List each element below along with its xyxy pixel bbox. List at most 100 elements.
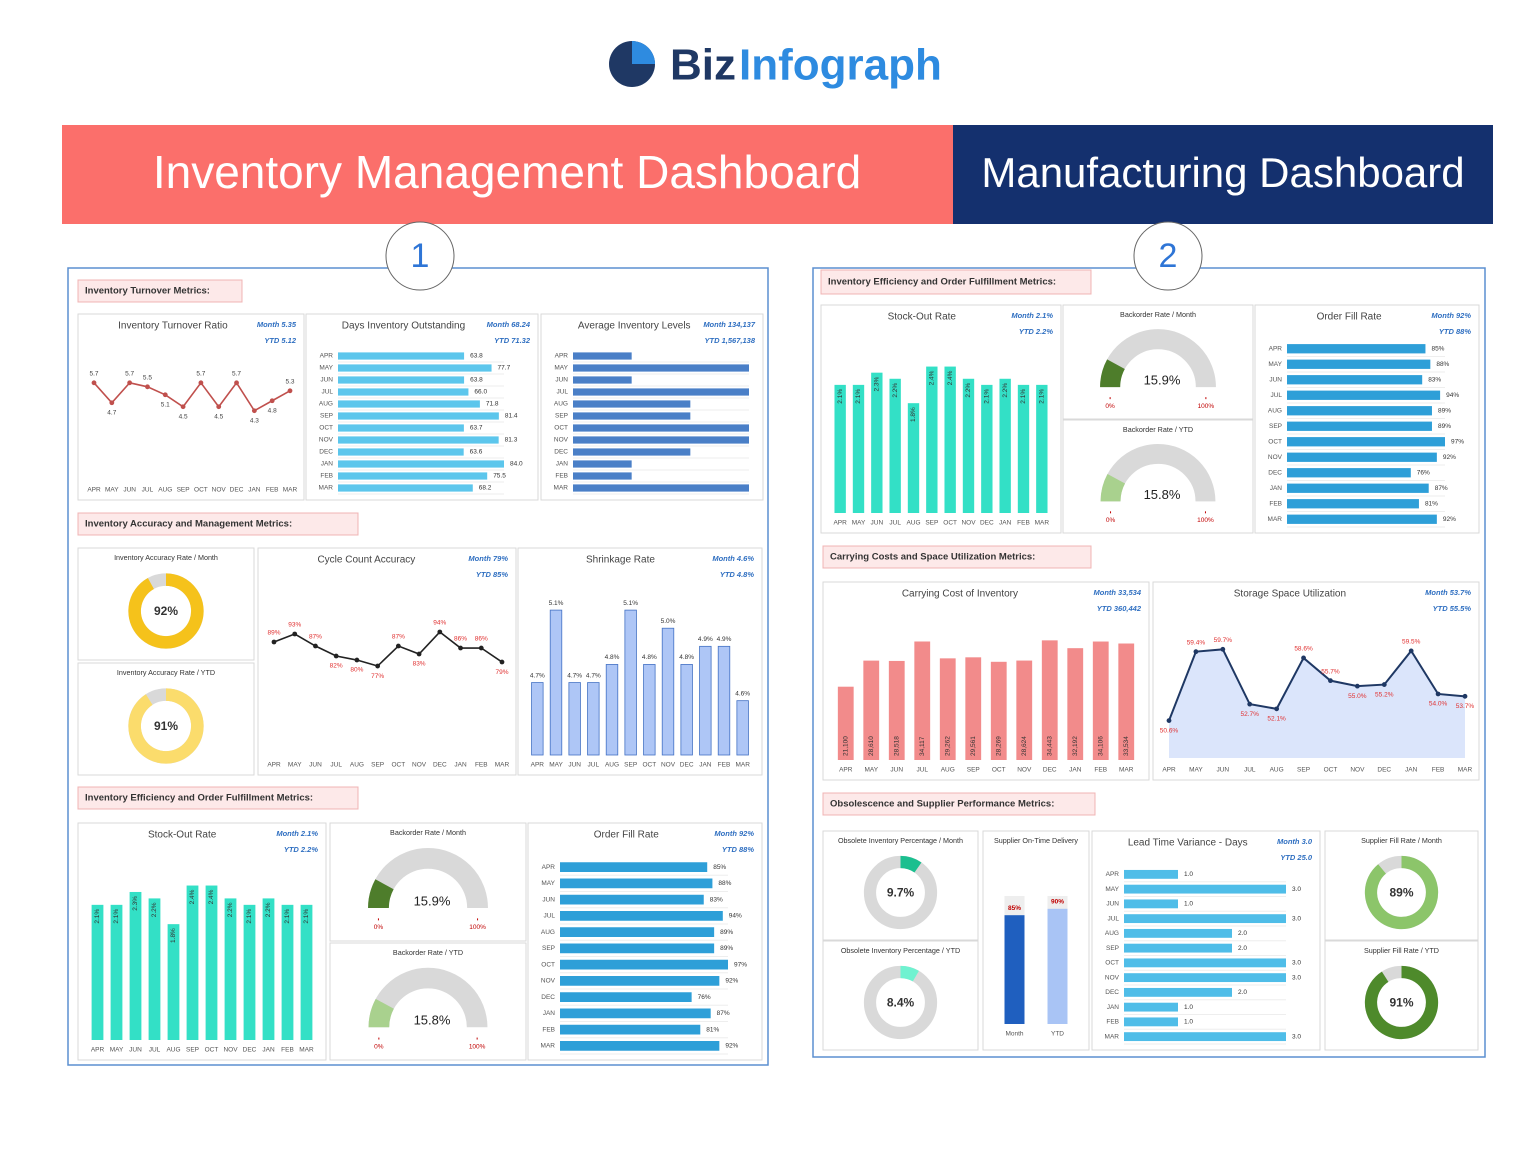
point [354, 657, 360, 663]
data-label: 1.0 [1184, 901, 1193, 908]
data-label: 2.2% [265, 902, 272, 917]
bar [262, 898, 275, 1040]
chart-title: Obsolete Inventory Percentage / Month [838, 836, 963, 845]
bar [1124, 928, 1232, 938]
kpi-note: Month 3.0 [1277, 837, 1313, 846]
y-tick-label: APR [1106, 871, 1120, 878]
bar [568, 682, 581, 756]
data-label: 34,443 [1046, 736, 1053, 756]
data-label: 4.5 [179, 413, 188, 420]
data-label: 4.7% [586, 672, 601, 679]
x-tick-label: OCT [992, 767, 1006, 774]
bar [560, 992, 692, 1002]
y-tick-label: NOV [319, 437, 334, 444]
x-tick-label: MAR [1119, 767, 1134, 774]
data-label: 34,117 [919, 736, 926, 756]
data-label: 2.1% [284, 909, 291, 924]
bar [1124, 869, 1178, 879]
kpi-note: YTD 85% [476, 570, 508, 579]
donut-value: 91% [1389, 996, 1413, 1010]
y-tick-label: JUN [1269, 376, 1282, 383]
data-label: 89% [1438, 423, 1451, 430]
banner-title: Manufacturing Dashboard [981, 149, 1464, 196]
y-tick-label: APR [1269, 345, 1283, 352]
data-label: 2.1% [837, 389, 844, 404]
bar [1016, 660, 1033, 760]
data-label: 71.8 [486, 401, 499, 408]
logo-wedge [632, 41, 655, 64]
data-label: 4.6% [735, 690, 750, 697]
bar [1124, 943, 1232, 953]
chart-title: Backorder Rate / YTD [393, 948, 463, 957]
point [416, 651, 422, 657]
line [273, 630, 503, 667]
point [145, 384, 150, 390]
data-label: 63.8 [470, 353, 483, 360]
chart-title: Supplier On-Time Delivery [994, 836, 1078, 845]
kpi-note: Month 53.7% [1425, 588, 1471, 597]
x-tick-label: SEP [925, 520, 938, 527]
data-label: 1.0 [1184, 1004, 1193, 1011]
chart-panel [527, 822, 763, 1061]
chart-title: Shrinkage Rate [586, 555, 655, 566]
donut-value: 92% [154, 604, 178, 618]
bar [587, 682, 600, 756]
kpi-note: YTD 55.5% [1433, 604, 1472, 613]
chart-title: Backorder Rate / Month [390, 828, 466, 837]
point [1328, 678, 1333, 684]
bar [300, 904, 313, 1040]
dashboards: Inventory Turnover Metrics: Inventory Acc… [67, 267, 1486, 1066]
x-tick-label: NOV [1017, 767, 1032, 774]
data-label: 2.2% [1002, 383, 1009, 398]
section-header [822, 792, 1096, 816]
bar [560, 894, 704, 905]
data-label: 5.7 [232, 371, 241, 378]
bar [338, 412, 499, 420]
x-tick-label: JAN [248, 487, 261, 494]
y-tick-label: DEC [319, 449, 333, 456]
data-label: 1.8% [910, 407, 917, 422]
bar [1124, 1017, 1178, 1027]
y-tick-label: JAN [1270, 485, 1283, 492]
point [1274, 706, 1280, 712]
bar [549, 609, 563, 756]
bar [573, 400, 691, 408]
chart-title: Stock-Out Rate [888, 312, 957, 323]
data-label: 5.1% [549, 600, 564, 607]
data-label: 2.3% [874, 376, 881, 391]
x-tick-label: NOV [212, 487, 227, 494]
x-tick-label: SEP [186, 1047, 199, 1054]
data-label: 63.6 [470, 449, 483, 456]
x-tick-label: JUN [890, 767, 903, 774]
y-tick-label: AUG [541, 929, 555, 936]
bar [531, 682, 544, 756]
data-label: 94% [433, 620, 446, 627]
chart-title: Days Inventory Outstanding [342, 321, 465, 332]
data-label: 92% [725, 1043, 738, 1050]
tick-label: 100% [1197, 517, 1214, 524]
point [395, 643, 401, 649]
data-label: 4.3 [250, 417, 259, 424]
bar [605, 664, 619, 756]
kpi-note: Month 2.1% [276, 829, 318, 838]
y-tick-label: DEC [1105, 989, 1119, 996]
data-label: 2.1% [94, 909, 101, 924]
data-label: 2.1% [1039, 389, 1046, 404]
kpi-note: YTD 88% [1439, 327, 1471, 336]
bar [573, 472, 632, 480]
bar [573, 364, 749, 372]
point [234, 380, 239, 386]
point [1247, 701, 1253, 707]
kpi-note: Month 4.6% [712, 554, 754, 563]
x-tick-label: OCT [391, 762, 405, 769]
bar [338, 484, 473, 492]
y-tick-label: SEP [1106, 945, 1119, 952]
x-tick-label: AUG [158, 487, 172, 494]
bar [1124, 1002, 1178, 1012]
x-tick-label: MAR [283, 487, 298, 494]
bar [338, 448, 464, 456]
data-label: 86% [454, 636, 467, 643]
kpi-note: YTD 360,442 [1097, 604, 1142, 613]
kpi-note: Month 92% [1431, 311, 1471, 320]
data-label: 2.0 [1238, 930, 1247, 937]
